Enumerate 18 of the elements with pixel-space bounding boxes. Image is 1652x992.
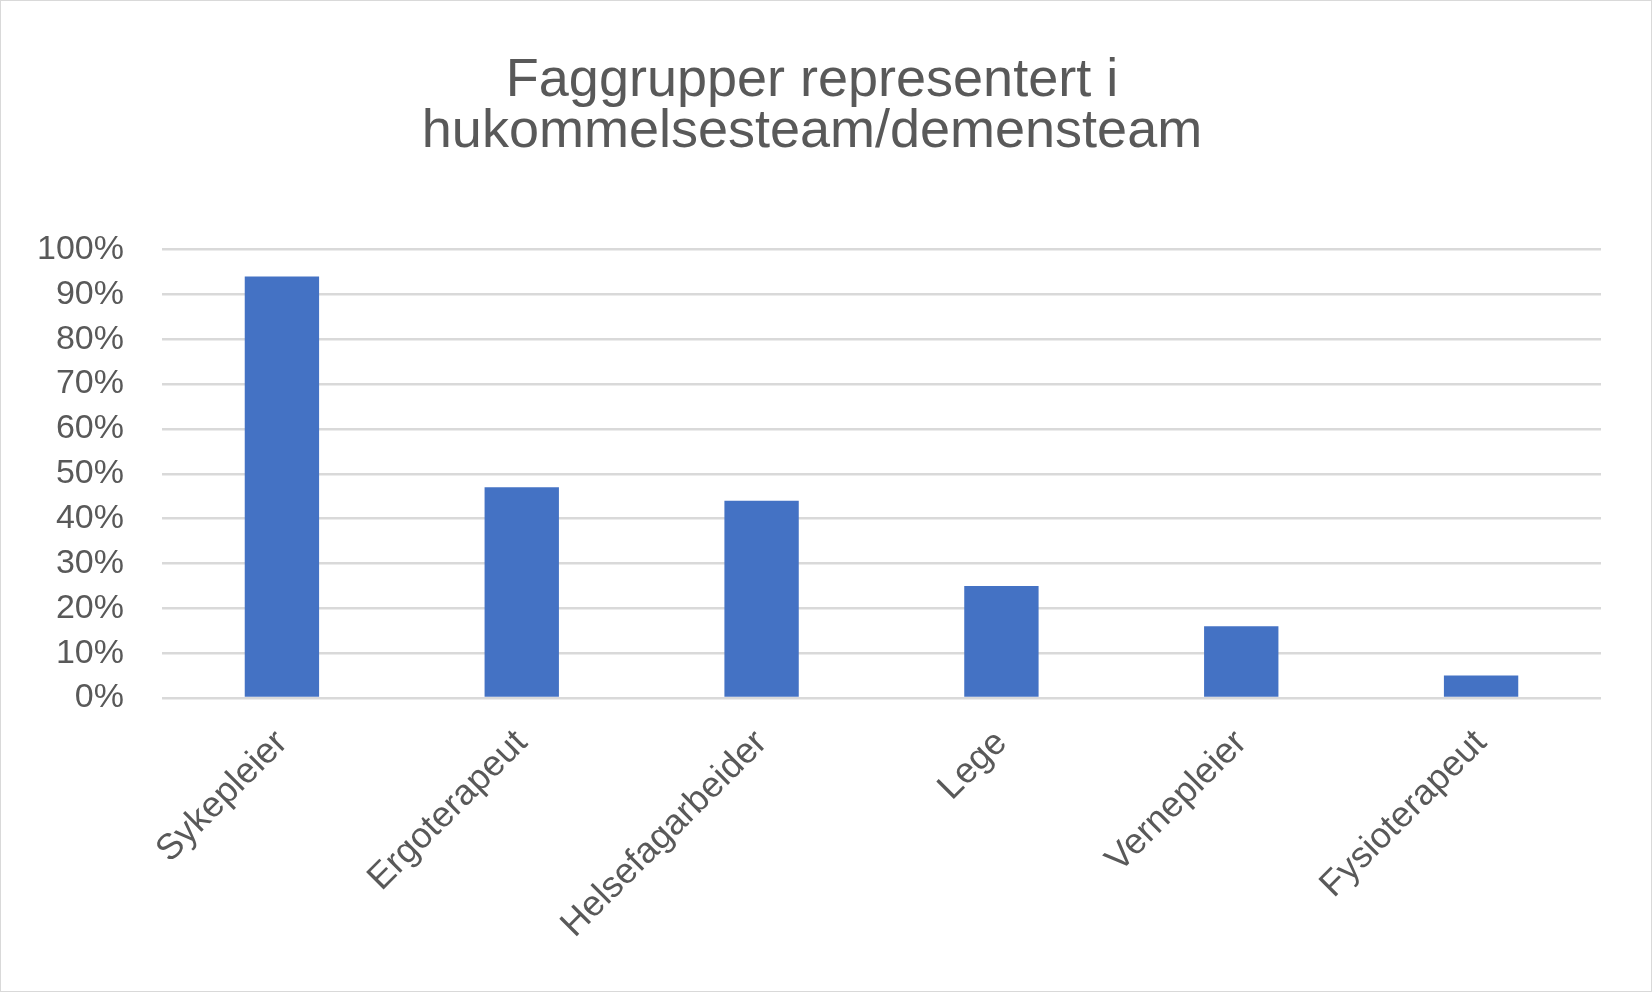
y-tick-label: 90% (55, 272, 124, 311)
y-tick-label: 10% (55, 631, 124, 670)
y-tick-label: 50% (55, 452, 124, 491)
y-tick-label: 100% (37, 227, 124, 266)
y-tick-label: 30% (55, 541, 124, 580)
bar (484, 487, 559, 697)
y-tick-label: 0% (74, 676, 124, 715)
bar (1204, 626, 1279, 697)
bar (964, 585, 1039, 697)
y-tick-label: 20% (55, 586, 124, 625)
bar (244, 276, 320, 697)
chart-title: Faggrupper representert i hukommelsesteam/demensteam (421, 46, 1203, 158)
y-tick-label: 70% (55, 362, 124, 401)
bar (1443, 675, 1519, 697)
bar (724, 500, 799, 697)
y-tick-label: 80% (55, 317, 124, 356)
y-tick-label: 60% (55, 407, 124, 446)
y-tick-label: 40% (55, 497, 124, 536)
